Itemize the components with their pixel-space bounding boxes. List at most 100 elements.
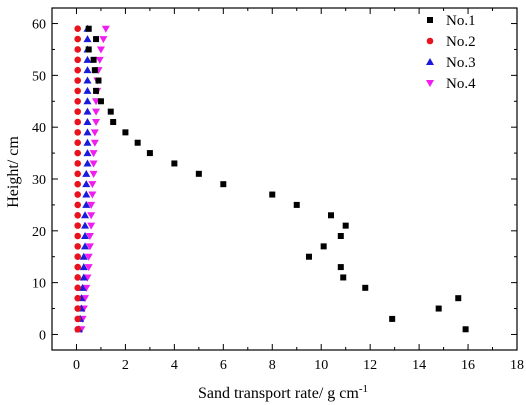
data-point <box>107 108 114 115</box>
data-point <box>92 119 101 126</box>
data-point <box>110 119 117 125</box>
data-point <box>85 25 92 32</box>
data-point <box>337 233 344 239</box>
data-point <box>74 294 81 302</box>
data-point <box>82 190 91 198</box>
x-tick-label: 18 <box>510 358 524 373</box>
x-axis-title: Sand transport rate/ g cm-1 <box>198 383 368 402</box>
legend-label: No.1 <box>446 13 476 29</box>
data-point <box>74 232 81 240</box>
data-point <box>99 36 108 44</box>
data-point <box>85 243 94 251</box>
data-point <box>389 315 396 322</box>
data-point <box>83 97 92 105</box>
data-point <box>81 232 90 239</box>
y-axis-title: Height/ cm <box>5 136 22 208</box>
data-point <box>74 170 81 178</box>
data-point <box>95 56 104 64</box>
data-point <box>462 326 469 333</box>
data-point <box>83 118 92 125</box>
data-point <box>74 211 81 219</box>
y-axis-ticks: 0 10 20 30 40 50 60 <box>32 18 517 343</box>
data-point <box>74 253 81 261</box>
data-point <box>362 284 369 291</box>
legend-marker <box>427 17 433 23</box>
data-point <box>74 305 81 312</box>
data-point <box>91 67 98 74</box>
y-tick-label: 40 <box>32 121 46 136</box>
data-point <box>74 149 81 157</box>
data-point <box>74 160 81 167</box>
y-tick-label: 10 <box>32 277 46 292</box>
data-point <box>85 46 92 53</box>
data-point <box>305 253 312 260</box>
data-point <box>269 191 276 198</box>
data-point <box>87 212 96 220</box>
data-point <box>93 36 100 43</box>
data-point <box>93 87 100 94</box>
x-tick-label: 0 <box>73 358 80 373</box>
x-tick-label: 10 <box>314 358 328 373</box>
data-point <box>74 191 81 198</box>
data-point <box>146 150 153 157</box>
data-point <box>74 87 81 95</box>
data-point <box>74 274 81 281</box>
data-point <box>81 242 90 250</box>
data-point <box>89 170 98 178</box>
data-point <box>83 55 92 63</box>
data-point <box>74 222 81 229</box>
data-point <box>88 191 97 199</box>
data-points <box>74 24 469 334</box>
data-point <box>74 35 81 43</box>
data-point <box>87 201 96 209</box>
data-point <box>90 139 99 147</box>
x-tick-label: 6 <box>220 358 227 373</box>
data-point <box>82 200 91 208</box>
data-point <box>83 76 92 84</box>
data-point <box>340 274 347 281</box>
data-point <box>74 108 81 115</box>
data-point <box>81 211 90 219</box>
data-point <box>95 77 102 84</box>
data-point <box>74 129 81 136</box>
data-point <box>84 253 93 261</box>
x-axis-title-superscript: -1 <box>359 383 368 395</box>
legend-marker <box>426 37 434 45</box>
series-no3 <box>74 24 92 333</box>
data-point <box>122 129 129 136</box>
data-point <box>74 243 81 250</box>
data-point <box>74 97 81 105</box>
data-point <box>92 108 101 116</box>
data-point <box>101 25 110 33</box>
data-point <box>82 169 91 177</box>
data-point <box>83 128 92 136</box>
data-point <box>85 233 94 240</box>
data-point <box>342 222 349 229</box>
data-point <box>74 325 81 333</box>
data-point <box>455 295 462 302</box>
data-point <box>79 273 88 281</box>
y-tick-label: 50 <box>32 69 46 84</box>
data-point <box>87 222 96 230</box>
data-point <box>74 46 81 53</box>
legend-label: No.3 <box>446 55 476 71</box>
legend-marker <box>426 58 434 65</box>
data-point <box>84 264 93 272</box>
data-point <box>79 252 88 260</box>
data-point <box>435 305 442 312</box>
y-tick-label: 0 <box>39 328 46 343</box>
data-point <box>82 284 91 292</box>
data-point <box>83 86 92 94</box>
data-point <box>74 25 81 33</box>
data-point <box>320 243 327 250</box>
data-point <box>74 139 81 147</box>
data-point <box>82 180 91 188</box>
data-point <box>134 139 141 146</box>
data-point <box>81 295 90 303</box>
data-point <box>81 221 90 229</box>
data-point <box>90 129 99 137</box>
data-point <box>74 56 81 64</box>
legend-marker <box>426 80 434 87</box>
legend-label: No.4 <box>446 76 476 92</box>
